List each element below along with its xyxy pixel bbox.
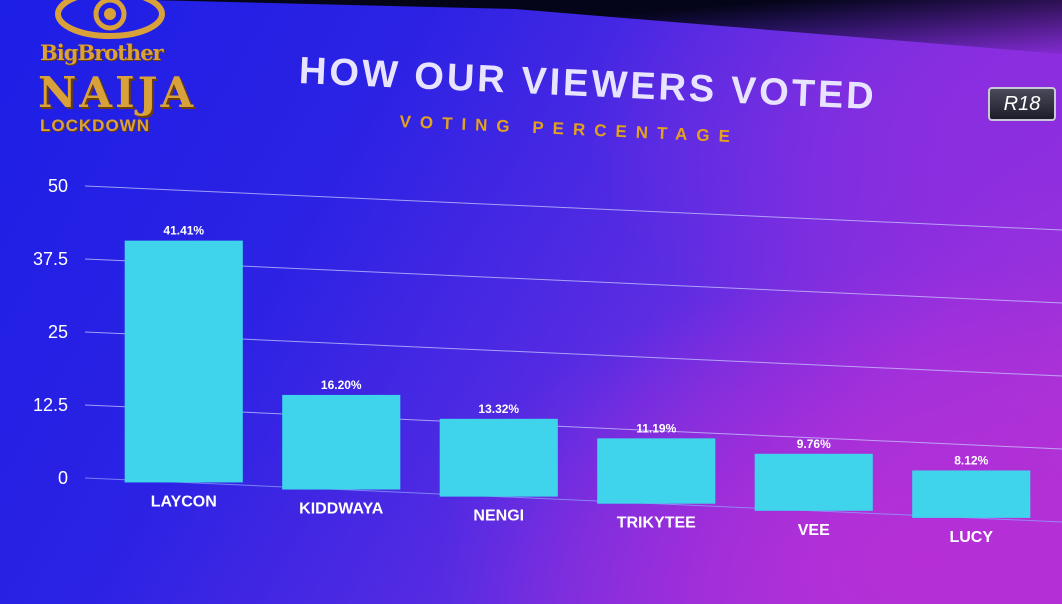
logo-line-lockdown: LOCKDOWN bbox=[40, 116, 150, 135]
x-tick-label: TRIKYTEE bbox=[617, 515, 696, 532]
gridline bbox=[84, 477, 1062, 523]
y-tick-label: 37.5 bbox=[33, 249, 68, 269]
rating-badge: R18 bbox=[988, 87, 1056, 121]
y-tick-label: 0 bbox=[58, 468, 68, 488]
logo-line-bigbrother: BigBrother bbox=[40, 40, 164, 65]
gridline bbox=[84, 331, 1062, 377]
logo-line-naija: NAIJA bbox=[38, 68, 197, 117]
x-tick-label: VEE bbox=[798, 522, 830, 539]
data-label: 8.12% bbox=[954, 453, 988, 467]
bar bbox=[597, 438, 716, 504]
x-tick-label: LUCY bbox=[949, 529, 993, 546]
bar bbox=[754, 453, 873, 511]
bar bbox=[912, 470, 1031, 518]
x-tick-label: LAYCON bbox=[151, 493, 217, 510]
x-tick-label: KIDDWAYA bbox=[299, 501, 384, 518]
bar bbox=[282, 394, 401, 490]
data-label: 16.20% bbox=[321, 378, 362, 392]
data-label: 9.76% bbox=[797, 437, 831, 451]
data-label: 41.41% bbox=[163, 224, 204, 238]
y-tick-label: 25 bbox=[48, 322, 68, 342]
data-label: 13.32% bbox=[478, 402, 519, 416]
show-logo: BigBrother NAIJA LOCKDOWN bbox=[30, 0, 193, 140]
gridline bbox=[84, 258, 1062, 304]
data-label: 11.19% bbox=[636, 421, 676, 435]
x-tick-label: NENGI bbox=[473, 508, 524, 525]
gridline bbox=[84, 404, 1062, 450]
eye-icon bbox=[55, 0, 165, 39]
y-tick-label: 50 bbox=[48, 176, 68, 196]
bar bbox=[439, 418, 558, 497]
y-tick-label: 12.5 bbox=[33, 395, 68, 415]
gridline bbox=[84, 185, 1062, 231]
bar bbox=[124, 240, 243, 483]
